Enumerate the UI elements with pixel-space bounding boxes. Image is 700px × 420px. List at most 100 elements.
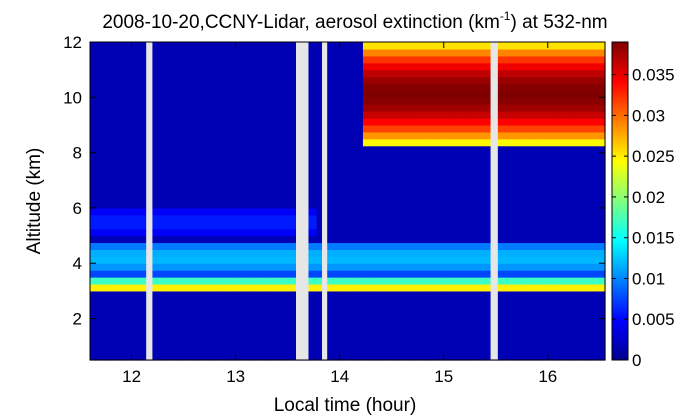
heatmap-cell — [275, 214, 282, 223]
heatmap-cell — [594, 353, 601, 361]
heatmap-cell — [481, 235, 488, 244]
heatmap-cell — [465, 353, 472, 361]
heatmap-cell — [213, 173, 220, 181]
heatmap-cell — [172, 166, 179, 174]
heatmap-cell — [151, 138, 158, 147]
heatmap-cell — [414, 270, 421, 278]
y-tick-label: 12 — [63, 33, 82, 52]
heatmap-cell — [388, 207, 395, 216]
heatmap-cell — [100, 97, 107, 105]
heatmap-cell — [187, 194, 194, 202]
heatmap-cell — [90, 159, 96, 168]
heatmap-cell — [594, 118, 601, 126]
heatmap-cell — [100, 145, 107, 154]
heatmap-cell — [326, 145, 333, 154]
heatmap-cell — [100, 304, 107, 313]
heatmap-cell — [424, 207, 431, 216]
heatmap-cell — [399, 311, 405, 320]
heatmap-cell — [486, 283, 493, 292]
heatmap-cell — [543, 90, 549, 98]
heatmap-cell — [486, 55, 493, 64]
heatmap-cell — [440, 152, 446, 161]
heatmap-cell — [548, 201, 555, 209]
heatmap-cell — [563, 90, 570, 98]
heatmap-cell — [187, 152, 194, 161]
heatmap-cell — [280, 48, 287, 57]
heatmap-cell — [362, 201, 369, 209]
heatmap-cell — [455, 131, 462, 140]
heatmap-cell — [198, 277, 204, 285]
heatmap-cell — [120, 104, 127, 112]
heatmap-cell — [90, 290, 96, 299]
heatmap-cell — [563, 118, 570, 126]
heatmap-cell — [584, 277, 591, 285]
heatmap-cell — [342, 256, 349, 264]
heatmap-cell — [100, 256, 107, 264]
heatmap-cell — [357, 277, 364, 285]
heatmap-cell — [265, 311, 271, 320]
heatmap-cell — [115, 69, 122, 78]
heatmap-cell — [182, 152, 189, 161]
heatmap-cell — [244, 138, 251, 147]
heatmap-cell — [141, 118, 148, 126]
heatmap-cell — [388, 124, 395, 133]
heatmap-cell — [486, 270, 493, 278]
heatmap-cell — [141, 207, 148, 216]
heatmap-cell — [239, 249, 246, 257]
heatmap-cell — [198, 90, 204, 98]
heatmap-cell — [208, 111, 215, 119]
heatmap-cell — [352, 145, 359, 154]
heatmap-cell — [599, 207, 606, 216]
heatmap-cell — [285, 277, 292, 285]
heatmap-cell — [208, 187, 215, 195]
heatmap-cell — [326, 256, 333, 264]
heatmap-cell — [599, 83, 606, 91]
heatmap-cell — [120, 83, 127, 91]
heatmap-cell — [352, 180, 359, 188]
heatmap-cell — [100, 214, 107, 223]
heatmap-cell — [373, 90, 379, 98]
heatmap-cell — [414, 55, 421, 64]
heatmap-cell — [594, 346, 601, 354]
heatmap-cell — [203, 290, 210, 299]
heatmap-cell — [424, 214, 431, 223]
heatmap-cell — [538, 318, 544, 327]
heatmap-cell — [481, 207, 488, 216]
heatmap-cell — [198, 62, 204, 71]
heatmap-cell — [527, 166, 534, 174]
heatmap-cell — [368, 194, 374, 202]
heatmap-cell — [265, 42, 271, 50]
heatmap-cell — [465, 235, 472, 244]
heatmap-cell — [239, 304, 246, 313]
heatmap-cell — [476, 145, 482, 154]
heatmap-cell — [198, 353, 204, 361]
heatmap-cell — [563, 69, 570, 78]
heatmap-cell — [476, 62, 482, 71]
heatmap-cell — [409, 111, 416, 119]
heatmap-cell — [502, 346, 508, 354]
heatmap-cell — [543, 339, 549, 347]
heatmap-cell — [527, 249, 534, 257]
heatmap-cell — [311, 173, 318, 181]
heatmap-cell — [548, 263, 555, 271]
heatmap-cell — [589, 83, 596, 91]
heatmap-cell — [527, 173, 534, 181]
heatmap-cell — [532, 201, 539, 209]
heatmap-cell — [471, 318, 477, 327]
heatmap-cell — [455, 42, 462, 50]
heatmap-cell — [419, 221, 426, 230]
heatmap-cell — [538, 69, 544, 78]
heatmap-cell — [136, 242, 143, 250]
heatmap-cell — [105, 201, 112, 209]
plot-frame — [89, 41, 606, 361]
heatmap-cell — [290, 235, 297, 244]
heatmap-cell — [373, 159, 379, 168]
heatmap-cell — [419, 353, 426, 361]
heatmap-cell — [167, 159, 173, 168]
heatmap-cell — [352, 214, 359, 223]
heatmap-cell — [100, 332, 107, 340]
heatmap-cell — [584, 290, 591, 299]
heatmap-cell — [213, 111, 220, 119]
heatmap-cell — [357, 207, 364, 216]
heatmap-cell — [337, 270, 343, 278]
